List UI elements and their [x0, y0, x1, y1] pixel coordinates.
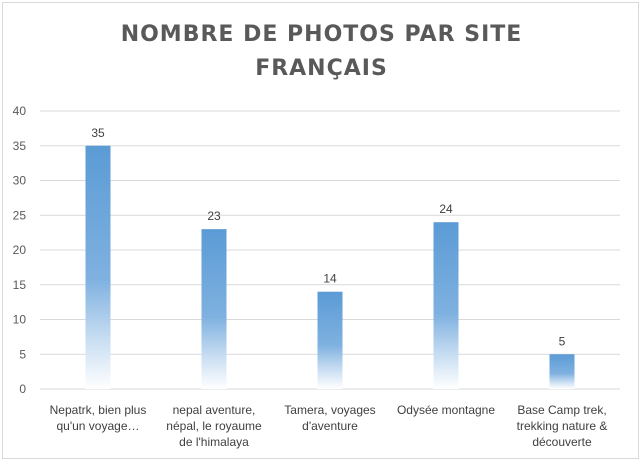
- data-label: 35: [91, 126, 105, 140]
- y-tick-label: 25: [13, 208, 27, 222]
- category-label-line: Tamera, voyages: [284, 403, 375, 417]
- y-tick-label: 40: [13, 104, 27, 118]
- bar: [317, 291, 343, 389]
- chart-title-line-1: NOMBRE DE PHOTOS PAR SITE: [120, 22, 523, 47]
- category-label-line: découverte: [532, 435, 592, 449]
- chart-title: NOMBRE DE PHOTOS PAR SITE FRANÇAIS: [0, 18, 643, 86]
- category-label-line: Nepatrk, bien plus: [50, 403, 147, 417]
- bar: [433, 222, 459, 389]
- y-tick-label: 35: [13, 139, 27, 153]
- category-label-line: qu'un voyage…: [56, 419, 139, 433]
- bar: [85, 145, 111, 389]
- category-label: Base Camp trek, trekking nature & découver…: [517, 403, 608, 449]
- data-labels: 35 23 14 24 5: [91, 126, 565, 349]
- category-label: Tamera, voyages d'aventure: [284, 403, 375, 433]
- category-label: Odysée montagne: [397, 403, 495, 417]
- data-label: 5: [559, 334, 566, 348]
- y-tick-label: 30: [13, 174, 27, 188]
- category-label-line: d'aventure: [302, 419, 358, 433]
- category-labels: Nepatrk, bien plus qu'un voyage… nepal ave…: [50, 403, 608, 449]
- y-tick-label: 10: [13, 313, 27, 327]
- category-label: nepal aventure, népal, le royaume de l'him…: [166, 403, 262, 449]
- bars: [85, 145, 575, 389]
- data-label: 24: [439, 202, 453, 216]
- y-tick-label: 0: [19, 382, 26, 396]
- category-label-line: nepal aventure,: [173, 403, 256, 417]
- data-label: 23: [207, 209, 221, 223]
- y-tick-label: 5: [19, 347, 26, 361]
- data-label: 14: [323, 272, 337, 286]
- category-label-line: trekking nature &: [517, 419, 608, 433]
- y-axis-ticks: 0 5 10 15 20 25 30 35 40: [13, 104, 27, 396]
- y-tick-label: 15: [13, 278, 27, 292]
- category-label-line: Base Camp trek,: [517, 403, 606, 417]
- y-tick-label: 20: [13, 243, 27, 257]
- category-label-line: népal, le royaume: [166, 419, 262, 433]
- bar: [549, 354, 575, 389]
- category-label-line: Odysée montagne: [397, 403, 495, 417]
- category-label-line: de l'himalaya: [179, 435, 249, 449]
- bar: [201, 229, 227, 389]
- chart-title-line-2: FRANÇAIS: [255, 56, 388, 81]
- category-label: Nepatrk, bien plus qu'un voyage…: [50, 403, 147, 433]
